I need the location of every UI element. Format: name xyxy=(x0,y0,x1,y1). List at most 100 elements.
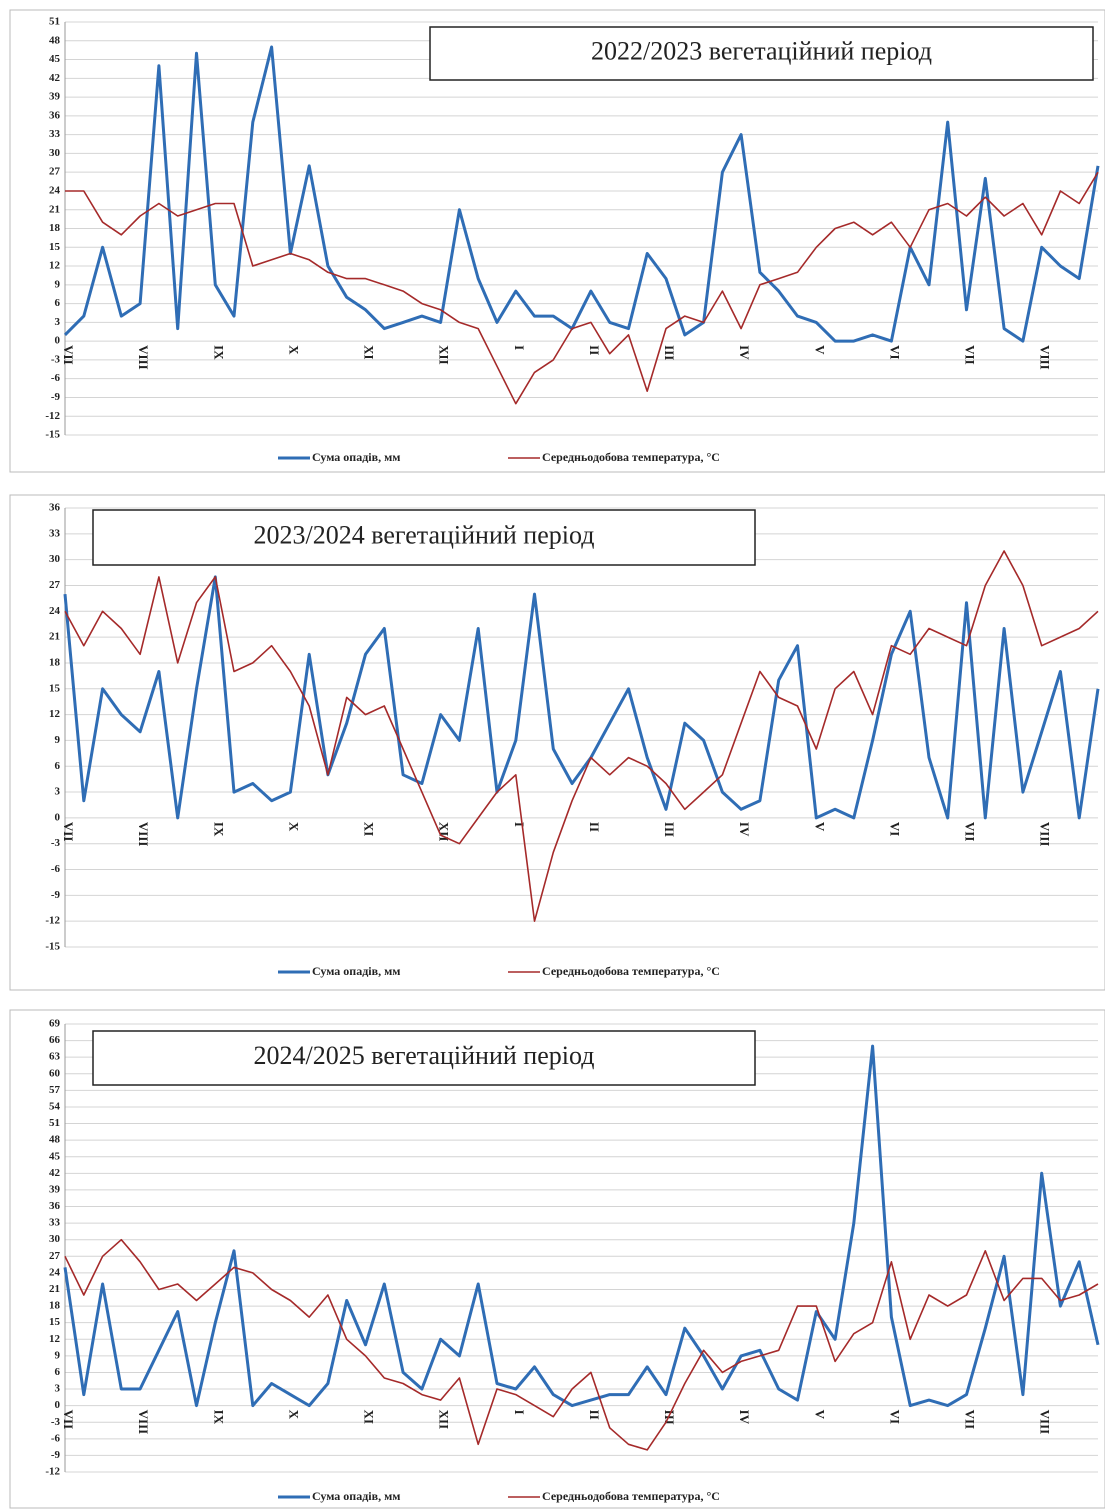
y-tick-label: 27 xyxy=(49,579,61,591)
y-tick-label: 6 xyxy=(55,297,61,309)
y-tick-label: 18 xyxy=(49,1300,61,1312)
x-tick-label: V xyxy=(812,345,827,355)
y-tick-label: -12 xyxy=(45,915,60,927)
y-tick-label: 21 xyxy=(49,203,60,215)
x-tick-label: X xyxy=(286,345,301,355)
title-box xyxy=(429,26,1094,81)
y-tick-label: 33 xyxy=(49,1217,61,1229)
y-tick-label: -12 xyxy=(45,410,60,422)
y-tick-label: 51 xyxy=(49,1117,60,1129)
y-tick-label: 27 xyxy=(49,1250,61,1262)
y-tick-label: 9 xyxy=(55,278,61,290)
y-tick-label: 15 xyxy=(49,1316,61,1328)
y-tick-label: -3 xyxy=(51,353,61,365)
x-tick-label: XII xyxy=(437,1410,452,1430)
y-tick-label: 48 xyxy=(49,34,61,46)
x-tick-label: VII xyxy=(61,345,76,365)
series-line xyxy=(65,171,1099,405)
y-tick-label: 9 xyxy=(55,734,61,746)
y-tick-label: 21 xyxy=(49,1283,60,1295)
series-line xyxy=(64,550,1099,922)
y-tick-label: -3 xyxy=(51,837,61,849)
legend-label: Сума опадів, мм xyxy=(312,1489,400,1503)
y-tick-label: 3 xyxy=(55,316,61,328)
x-tick-label: VIII xyxy=(1038,1410,1053,1435)
legend-label: Сума опадів, мм xyxy=(312,450,400,464)
x-tick-label: III xyxy=(662,345,677,360)
x-tick-label: II xyxy=(587,822,602,832)
x-tick-label: VIII xyxy=(136,345,151,370)
y-tick-label: 33 xyxy=(49,527,61,539)
x-tick-label: XII xyxy=(437,822,452,842)
y-tick-label: 30 xyxy=(49,1233,61,1245)
y-tick-label: -12 xyxy=(45,1466,60,1478)
x-tick-label: I xyxy=(512,822,527,827)
x-tick-label: X xyxy=(286,1410,301,1420)
y-tick-label: 15 xyxy=(49,241,61,253)
y-tick-label: -15 xyxy=(45,429,60,441)
x-tick-label: VIII xyxy=(136,822,151,847)
y-tick-label: 63 xyxy=(49,1051,61,1063)
x-tick-label: IV xyxy=(737,1410,752,1425)
x-tick-label: II xyxy=(587,345,602,355)
title-box xyxy=(92,1030,756,1086)
y-tick-label: 36 xyxy=(49,502,61,514)
series-line xyxy=(63,575,1100,820)
x-tick-label: IV xyxy=(737,345,752,360)
y-tick-label: 39 xyxy=(49,91,61,103)
y-tick-label: 6 xyxy=(55,760,61,772)
x-tick-label: VIII xyxy=(1038,345,1053,370)
y-tick-label: 42 xyxy=(49,72,61,84)
x-tick-label: VII xyxy=(963,345,978,365)
y-tick-label: 18 xyxy=(49,656,61,668)
y-tick-label: 60 xyxy=(49,1067,61,1079)
legend-label: Середньодобова температура, °C xyxy=(542,450,720,464)
y-tick-label: 45 xyxy=(49,1150,61,1162)
y-tick-label: 24 xyxy=(49,1266,61,1278)
y-tick-label: 36 xyxy=(49,109,61,121)
x-tick-label: VI xyxy=(887,822,902,836)
y-tick-label: 6 xyxy=(55,1366,61,1378)
chart-title: 2024/2025 вегетаційний період xyxy=(254,1041,595,1070)
title-box xyxy=(92,509,756,566)
x-tick-label: IX xyxy=(211,822,226,837)
x-tick-label: I xyxy=(512,1410,527,1415)
x-tick-label: VI xyxy=(887,1410,902,1424)
y-tick-label: 0 xyxy=(55,1399,61,1411)
y-tick-label: 45 xyxy=(49,53,61,65)
y-tick-label: 33 xyxy=(49,128,61,140)
y-tick-label: -9 xyxy=(51,1449,61,1461)
y-tick-label: 42 xyxy=(49,1167,61,1179)
x-tick-label: III xyxy=(662,822,677,837)
x-tick-label: V xyxy=(812,1410,827,1420)
x-tick-label: VII xyxy=(963,1410,978,1430)
y-tick-label: -9 xyxy=(51,391,61,403)
x-tick-label: IX xyxy=(211,1410,226,1425)
x-tick-label: XII xyxy=(437,345,452,365)
y-tick-label: 21 xyxy=(49,631,60,643)
y-tick-label: 57 xyxy=(49,1084,61,1096)
y-tick-label: 30 xyxy=(49,147,61,159)
chart-title: 2022/2023 вегетаційний період xyxy=(591,36,932,65)
x-tick-label: III xyxy=(662,1410,677,1425)
y-tick-label: 27 xyxy=(49,166,61,178)
legend-label: Середньодобова температура, °C xyxy=(542,1489,720,1503)
chart-frame xyxy=(9,1009,1105,1509)
y-tick-label: 48 xyxy=(49,1134,61,1146)
y-tick-label: -3 xyxy=(51,1416,61,1428)
y-tick-label: 15 xyxy=(49,682,61,694)
chart-frame xyxy=(9,494,1105,991)
x-tick-label: IX xyxy=(211,345,226,360)
y-tick-label: 51 xyxy=(49,16,60,28)
x-tick-label: XI xyxy=(362,822,377,836)
y-tick-label: -6 xyxy=(51,1432,61,1444)
x-tick-label: VII xyxy=(61,1410,76,1430)
x-tick-label: V xyxy=(812,822,827,832)
chart-frame xyxy=(9,9,1105,473)
x-tick-label: VIII xyxy=(1038,822,1053,847)
y-tick-label: 0 xyxy=(55,335,61,347)
x-tick-label: VII xyxy=(61,822,76,842)
y-tick-label: -9 xyxy=(51,889,61,901)
x-tick-label: VI xyxy=(887,345,902,359)
